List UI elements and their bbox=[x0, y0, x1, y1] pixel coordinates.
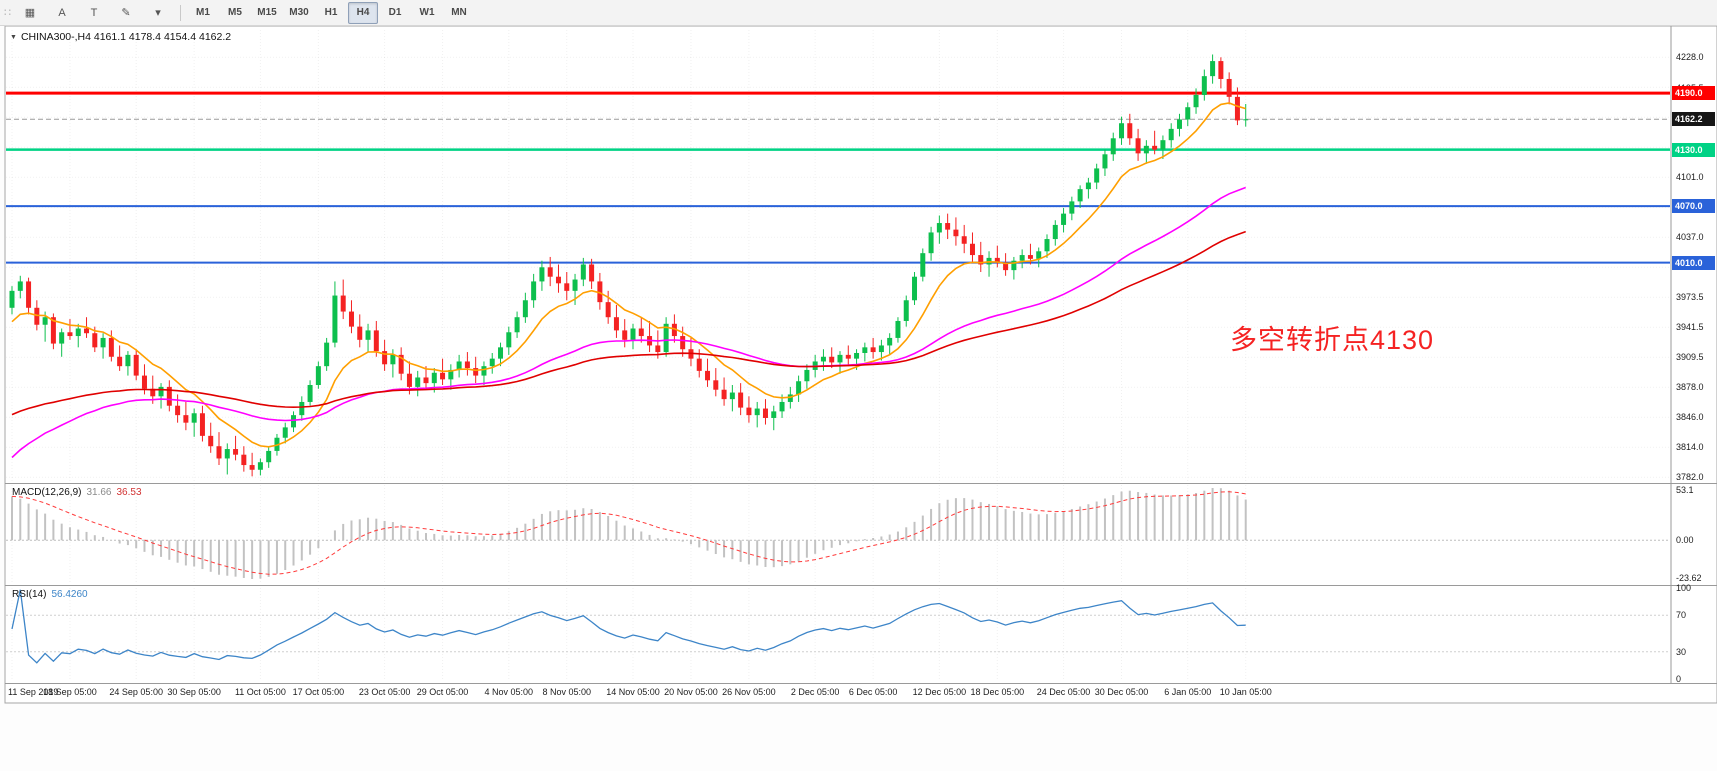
toolbar-icon-group: ▦ A T ✎ ▾ bbox=[14, 2, 174, 24]
candles-layer bbox=[9, 54, 1249, 477]
ma-fast-line[interactable] bbox=[11, 102, 1246, 448]
ma-slow-line[interactable] bbox=[11, 230, 1246, 416]
timeframe-button-m5[interactable]: M5 bbox=[228, 7, 242, 18]
timeframe-button-m30[interactable]: M30 bbox=[289, 7, 309, 18]
timeframe-button-h4[interactable]: H4 bbox=[348, 1, 378, 24]
macd-histogram bbox=[11, 488, 1247, 579]
text-tool-icon[interactable]: T bbox=[90, 6, 98, 19]
timeframe-button-h1[interactable]: H1 bbox=[324, 7, 338, 18]
timeframe-group: M1 M5 M15 M30 H1 H4 D1 W1 MN bbox=[187, 1, 475, 24]
label-tool-icon[interactable]: A bbox=[58, 6, 66, 19]
timeframe-button-w1[interactable]: W1 bbox=[419, 7, 435, 18]
timeframe-button-m15[interactable]: M15 bbox=[257, 7, 277, 18]
chart-window-icon[interactable]: ▦ bbox=[24, 7, 36, 19]
rsi-line bbox=[11, 589, 1246, 664]
timeframe-button-m1[interactable]: M1 bbox=[196, 7, 210, 18]
timeframe-button-mn[interactable]: MN bbox=[451, 7, 467, 18]
timeframe-button-d1[interactable]: D1 bbox=[388, 7, 402, 18]
toolbar: ∷ ▦ A T ✎ ▾ M1 M5 M15 M30 H1 H4 D1 W1 MN bbox=[0, 0, 1717, 26]
annotation-text[interactable]: 多空转折点4130 bbox=[1230, 325, 1435, 355]
draw-tool-dropdown-icon[interactable]: ▾ bbox=[155, 7, 161, 19]
horizontal-lines-layer bbox=[6, 91, 1670, 264]
toolbar-separator bbox=[180, 4, 181, 21]
draw-tool-icon[interactable]: ✎ bbox=[121, 7, 131, 19]
toolbar-drag-handle[interactable]: ∷ bbox=[4, 7, 11, 19]
ma-medium-line[interactable] bbox=[11, 186, 1246, 459]
